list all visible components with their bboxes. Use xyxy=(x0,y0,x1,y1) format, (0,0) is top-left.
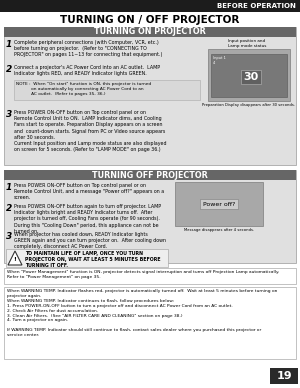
Bar xyxy=(211,54,287,97)
Text: Power off?: Power off? xyxy=(203,201,235,206)
Text: Message disappears after 4 seconds.: Message disappears after 4 seconds. xyxy=(184,228,254,232)
Text: Press POWER ON-OFF button on Top control panel or on
Remote Control Unit, and a : Press POWER ON-OFF button on Top control… xyxy=(14,183,164,200)
Text: When WARNING TEMP. Indicator flashes red, projector is automatically turned off.: When WARNING TEMP. Indicator flashes red… xyxy=(7,289,278,337)
Text: 3: 3 xyxy=(6,110,12,119)
Bar xyxy=(14,80,200,100)
Bar xyxy=(175,182,263,226)
Polygon shape xyxy=(8,251,22,265)
Text: !: ! xyxy=(14,257,16,262)
Text: 30: 30 xyxy=(243,71,259,81)
Text: When "Power Management" function is ON, projector detects signal interruption an: When "Power Management" function is ON, … xyxy=(7,270,279,279)
Text: When projector has cooled down, READY Indicator lights
GREEN again and you can t: When projector has cooled down, READY In… xyxy=(14,232,166,249)
Text: TURNING OFF PROJECTOR: TURNING OFF PROJECTOR xyxy=(92,170,208,180)
Bar xyxy=(270,368,298,384)
Bar xyxy=(4,287,296,359)
Text: 1: 1 xyxy=(6,183,12,192)
Text: 19: 19 xyxy=(276,371,292,381)
Bar xyxy=(4,27,296,37)
Text: Input position and
Lamp mode status: Input position and Lamp mode status xyxy=(228,39,266,48)
Text: TURNING ON / OFF PROJECTOR: TURNING ON / OFF PROJECTOR xyxy=(60,15,240,25)
Text: BEFORE OPERATION: BEFORE OPERATION xyxy=(217,3,296,9)
Bar xyxy=(4,170,296,263)
Text: 1: 1 xyxy=(6,40,12,49)
Text: 2: 2 xyxy=(6,65,12,74)
Bar xyxy=(4,27,296,165)
Bar xyxy=(4,170,296,180)
Text: Press POWER ON-OFF button on Top control panel or on
Remote Control Unit to ON. : Press POWER ON-OFF button on Top control… xyxy=(14,110,166,152)
Text: TURNING ON PROJECTOR: TURNING ON PROJECTOR xyxy=(94,28,206,36)
Text: 3: 3 xyxy=(6,232,12,241)
Text: 2: 2 xyxy=(6,204,12,213)
Text: Input 1: Input 1 xyxy=(213,56,226,60)
Text: Preparation Display disappears after 30 seconds.: Preparation Display disappears after 30 … xyxy=(202,103,296,107)
Text: 4: 4 xyxy=(213,61,215,65)
Bar xyxy=(6,249,168,267)
Text: NOTE :  When "On start" function is ON, this projector is turned
           on a: NOTE : When "On start" function is ON, t… xyxy=(16,82,151,96)
Text: Complete peripheral connections (with Computer, VCR, etc.)
before turning on pro: Complete peripheral connections (with Co… xyxy=(14,40,162,57)
Text: TO MAINTAIN LIFE OF LAMP, ONCE YOU TURN
PROJECTOR ON, WAIT AT LEAST 5 MINUTES BE: TO MAINTAIN LIFE OF LAMP, ONCE YOU TURN … xyxy=(25,251,160,268)
Bar xyxy=(4,268,296,284)
Text: Connect a projector's AC Power Cord into an AC outlet.  LAMP
Indicator lights RE: Connect a projector's AC Power Cord into… xyxy=(14,65,160,76)
Bar xyxy=(0,0,300,12)
Bar xyxy=(208,49,290,101)
Text: Press POWER ON-OFF button again to turn off projector. LAMP
Indicator lights bri: Press POWER ON-OFF button again to turn … xyxy=(14,204,161,234)
